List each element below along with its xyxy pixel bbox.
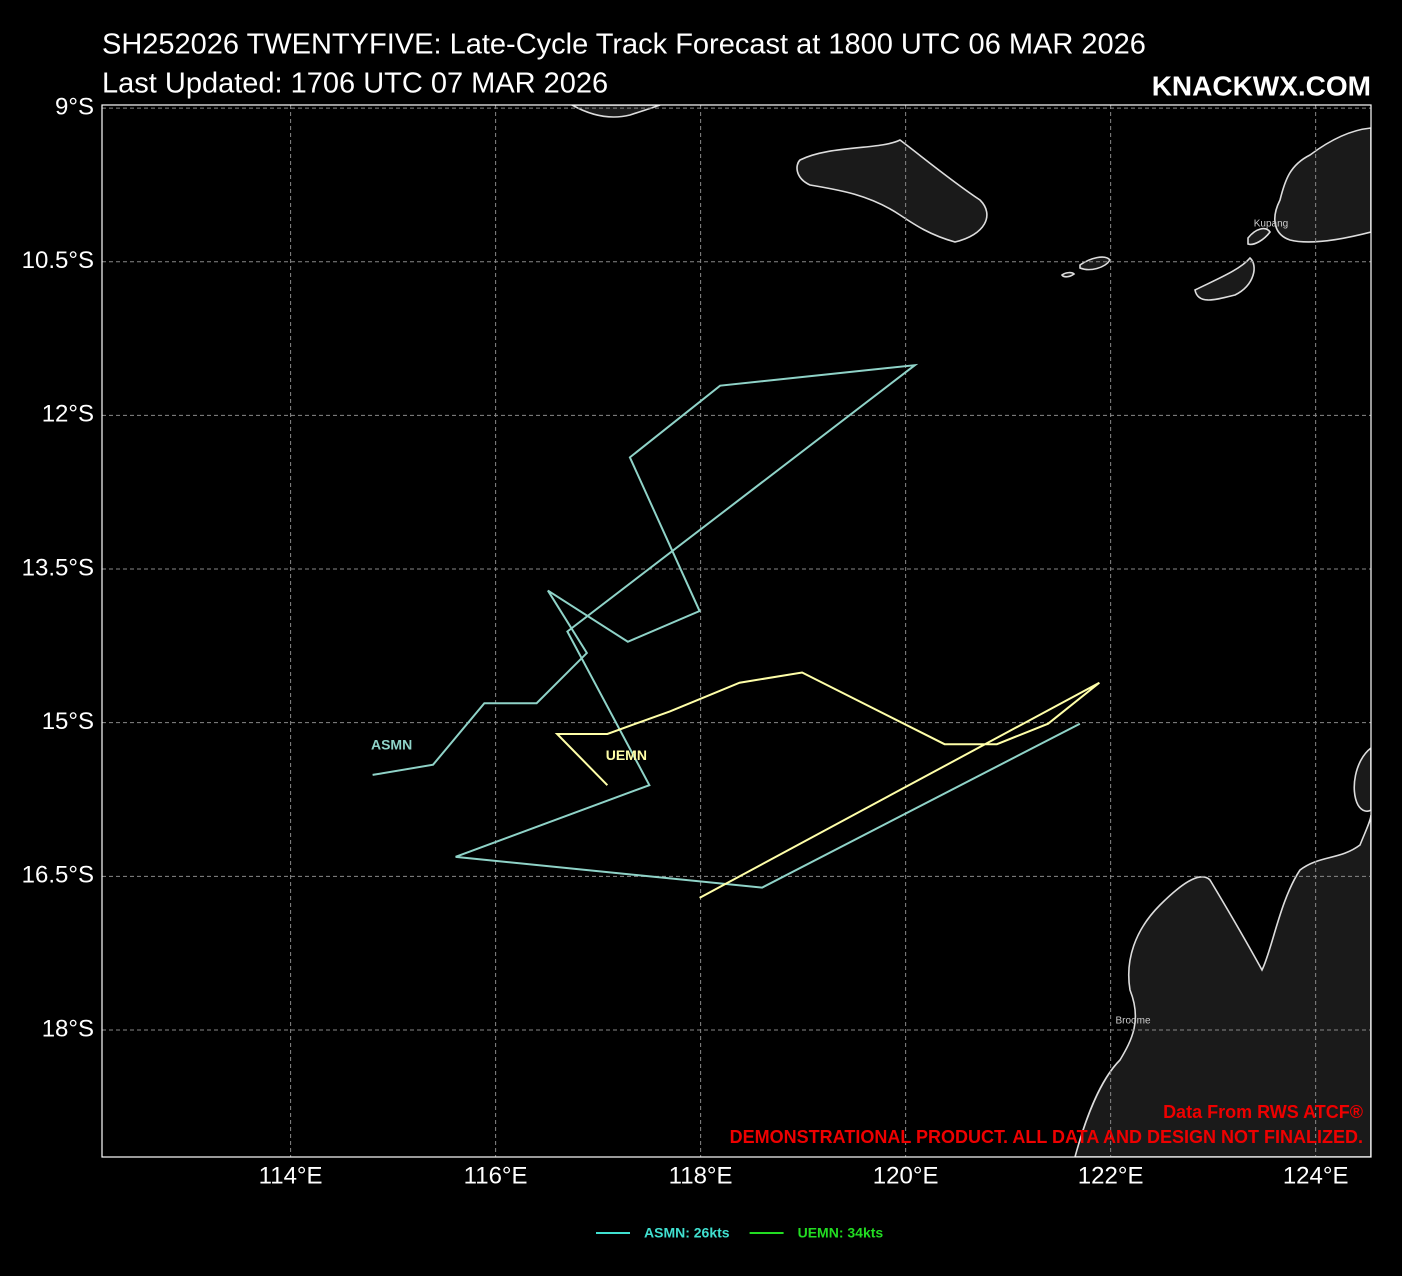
- track-label: ASMN: [371, 737, 412, 753]
- legend-label: UEMN: 34kts: [798, 1225, 884, 1241]
- chart-subtitle: Last Updated: 1706 UTC 07 MAR 2026: [102, 68, 608, 100]
- island: [1194, 256, 1255, 301]
- island: [796, 139, 988, 243]
- y-tick-label: 13.5°S: [22, 554, 94, 581]
- x-tick-label: 120°E: [873, 1162, 939, 1189]
- x-tick-label: 122°E: [1078, 1162, 1144, 1189]
- y-tick-label: 18°S: [42, 1015, 94, 1042]
- island: [1274, 127, 1371, 243]
- place-label: Broome: [1115, 1016, 1150, 1027]
- brand: KNACKWX.COM: [1152, 70, 1371, 101]
- y-tick-label: 16.5°S: [22, 862, 94, 889]
- y-tick-label: 10.5°S: [22, 247, 94, 274]
- source-note: Data From RWS ATCF®: [1163, 1102, 1363, 1122]
- land: [570, 105, 1371, 1157]
- x-tick-label: 118°E: [669, 1162, 733, 1189]
- track-line: [554, 671, 1100, 899]
- continent: [1353, 746, 1371, 812]
- island: [1079, 256, 1111, 271]
- x-tick-label: 124°E: [1283, 1162, 1349, 1189]
- legend: ASMN: 26kts UEMN: 34kts: [596, 1225, 883, 1241]
- y-tick-label: 12°S: [42, 401, 94, 428]
- place-label: Kupang: [1254, 219, 1288, 230]
- y-tick-label: 15°S: [42, 708, 94, 735]
- chart-title: SH252026 TWENTYFIVE: Late-Cycle Track Fo…: [102, 29, 1146, 61]
- x-tick-label: 114°E: [259, 1162, 323, 1189]
- track-line: [372, 363, 1081, 889]
- x-tick-label: 116°E: [464, 1162, 528, 1189]
- plot-frame: [101, 104, 1372, 1158]
- legend-label: ASMN: 26kts: [644, 1225, 730, 1241]
- island: [1247, 227, 1271, 246]
- disclaimer: DEMONSTRATIONAL PRODUCT. ALL DATA AND DE…: [730, 1127, 1363, 1147]
- track-label: UEMN: [606, 747, 647, 763]
- island: [1060, 271, 1076, 278]
- continent: [1074, 814, 1371, 1157]
- y-tick-label: 9°S: [55, 93, 94, 120]
